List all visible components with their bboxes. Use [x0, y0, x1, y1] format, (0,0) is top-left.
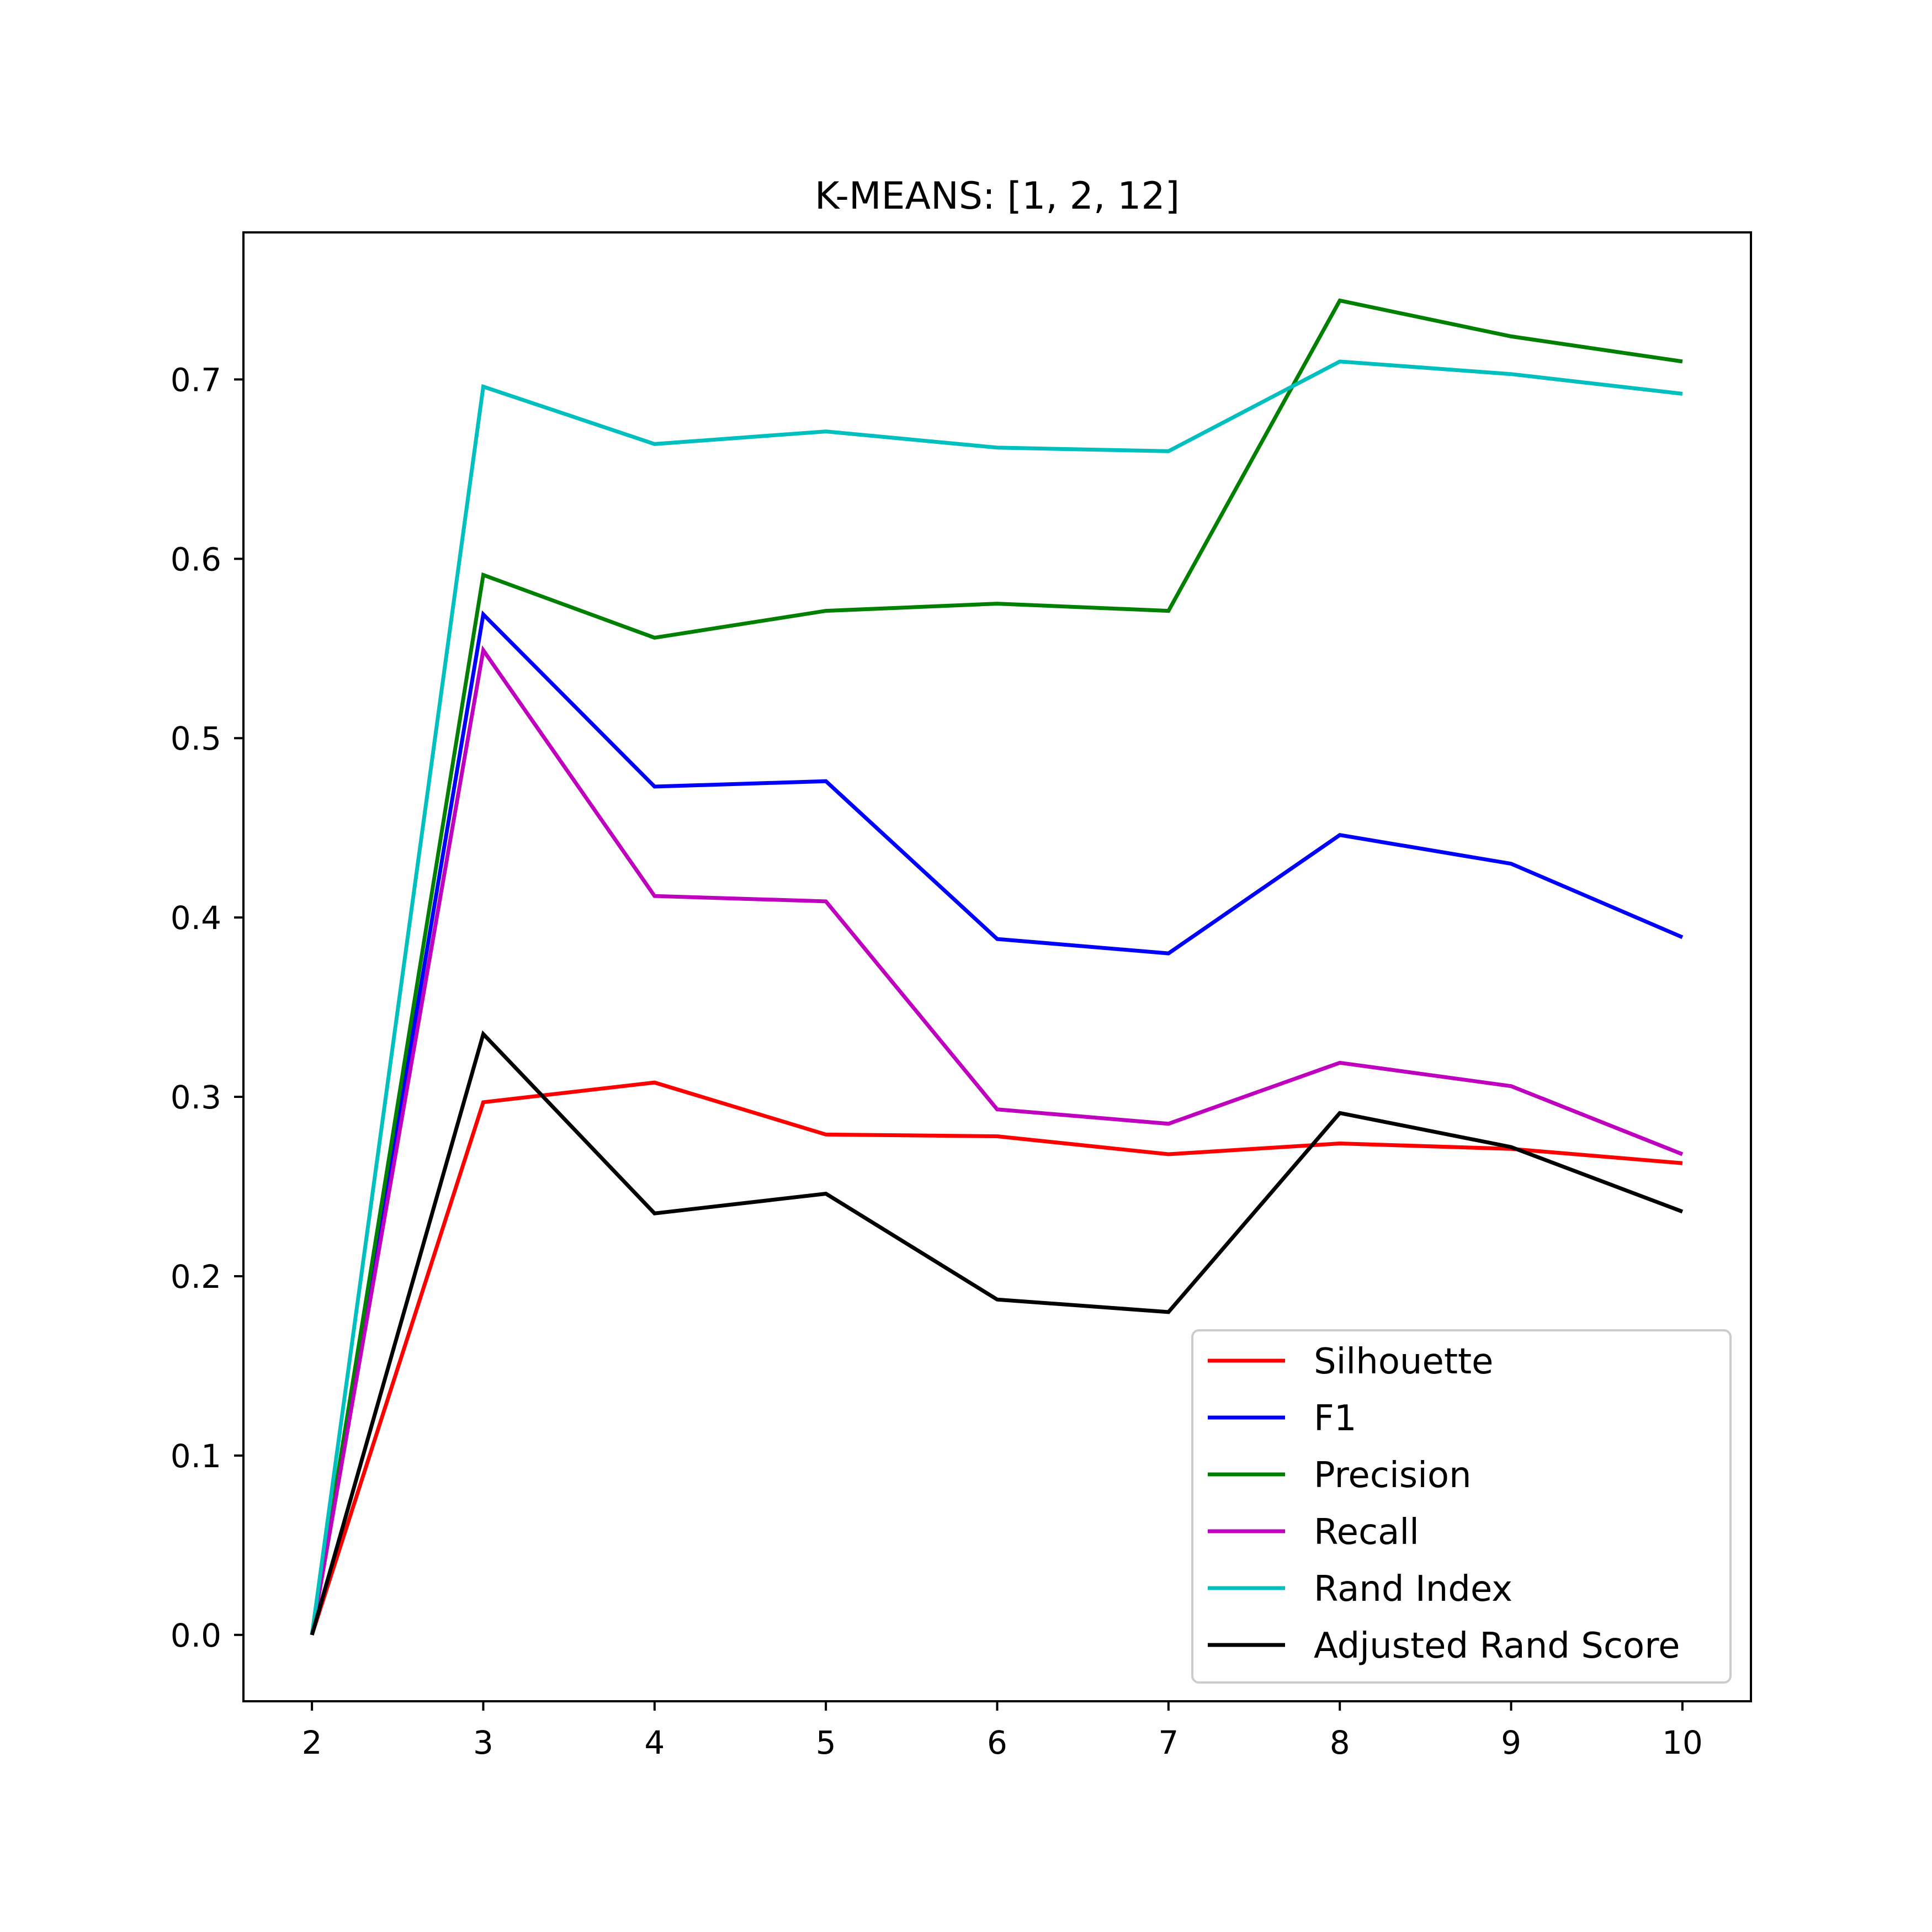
series-layer [310, 298, 1684, 1636]
x-tick-label: 5 [816, 1724, 836, 1761]
series-line-1 [310, 610, 1684, 1636]
y-tick-label: 0.4 [171, 899, 221, 937]
legend-label: Precision [1314, 1455, 1472, 1496]
legend: Silhouette F1 Precision Recall Rand Index Adj… [1191, 1329, 1732, 1684]
x-tick-label: 6 [987, 1724, 1007, 1761]
x-tick-label: 9 [1501, 1724, 1521, 1761]
y-tick-label: 0.2 [171, 1258, 221, 1296]
chart-title: K-MEANS: [1, 2, 12] [815, 174, 1180, 218]
series-line-5 [310, 1030, 1684, 1636]
series-line-4 [310, 359, 1683, 1636]
axes-layer: 2 3 4 5 6 7 8 9 10 0.0 0.1 0.2 0.3 0.4 0.5 0.6 0.7 [171, 231, 1752, 1761]
x-tick-label: 4 [644, 1724, 665, 1761]
legend-label: Recall [1314, 1512, 1419, 1553]
legend-label: Adjusted Rand Score [1314, 1626, 1680, 1666]
y-tick-label: 0.6 [171, 540, 221, 578]
legend-label: F1 [1314, 1398, 1357, 1439]
y-tick-label: 0.3 [171, 1079, 221, 1116]
series-line-3 [310, 645, 1684, 1636]
x-tick-label: 7 [1158, 1724, 1179, 1761]
x-tick-label: 10 [1662, 1724, 1703, 1761]
x-tick-label: 2 [302, 1724, 322, 1761]
y-tick-label: 0.1 [171, 1437, 221, 1475]
legend-label: Silhouette [1314, 1341, 1493, 1382]
x-tick-label: 8 [1330, 1724, 1350, 1761]
series-line-2 [310, 298, 1683, 1636]
legend-box [1191, 1329, 1732, 1684]
y-tick-label: 0.7 [171, 361, 221, 399]
y-tick-label: 0.5 [171, 720, 221, 757]
y-tick-label: 0.0 [171, 1617, 221, 1654]
legend-label: Rand Index [1314, 1569, 1512, 1610]
x-tick-label: 3 [473, 1724, 493, 1761]
